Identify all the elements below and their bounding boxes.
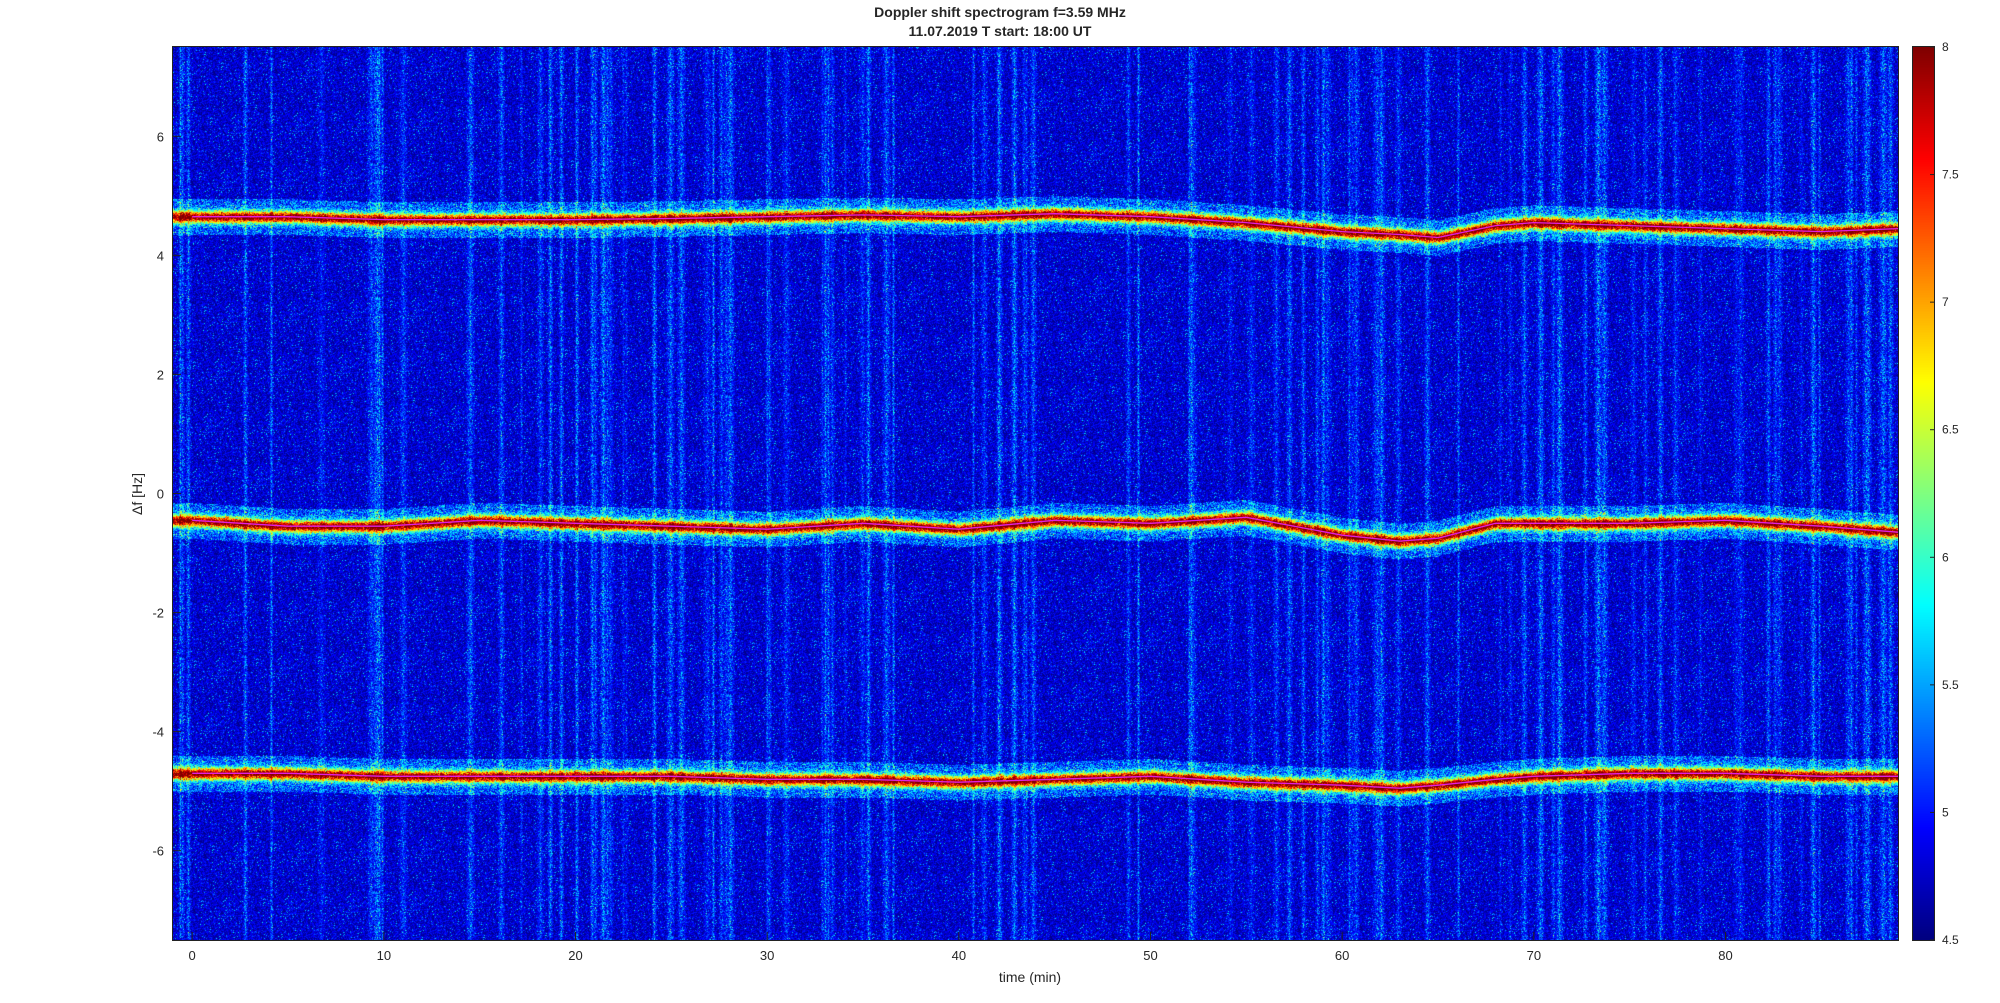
colorbar-tick-label: 6 (1942, 550, 1949, 564)
x-tick-label: 50 (1143, 948, 1157, 963)
trace-line-2 (192, 516, 1898, 542)
colorbar-tick-label: 5 (1942, 805, 1949, 819)
chart-title: Doppler shift spectrogram f=3.59 MHz (874, 4, 1126, 20)
y-tick-label: 4 (157, 248, 164, 263)
y-tick-label: -4 (152, 725, 164, 740)
x-tick-label: 60 (1335, 948, 1349, 963)
x-tick-label: 40 (952, 948, 966, 963)
x-tick-label: 80 (1718, 948, 1732, 963)
y-tick-label: 0 (157, 487, 164, 502)
y-axis-label: Δf [Hz] (129, 473, 145, 515)
spectrogram-heatmap (173, 47, 1898, 940)
trace-line-1 (192, 213, 1898, 239)
x-tick-label: 30 (760, 948, 774, 963)
x-tick-label: 0 (189, 948, 196, 963)
x-tick-label: 10 (377, 948, 391, 963)
trace-lines (192, 213, 1898, 789)
colorbar-tick-label: 7 (1942, 295, 1949, 309)
y-tick-label: -6 (152, 844, 164, 859)
colorbar-tick-label: 4.5 (1942, 933, 1959, 947)
chart-subtitle: 11.07.2019 T start: 18:00 UT (908, 23, 1092, 39)
spectrogram-plot-area[interactable] (172, 46, 1899, 941)
colorbar-tick-label: 6.5 (1942, 423, 1959, 437)
x-axis-label: time (min) (999, 969, 1061, 985)
y-tick-label: 2 (157, 367, 164, 382)
y-tick-label: 6 (157, 129, 164, 144)
x-tick-label: 20 (568, 948, 582, 963)
trace-line-3 (192, 772, 1898, 789)
y-tick-label: -2 (152, 606, 164, 621)
colorbar-tick-label: 7.5 (1942, 168, 1959, 182)
colorbar-tick-label: 8 (1942, 40, 1949, 54)
x-tick-label: 70 (1527, 948, 1541, 963)
colorbar-tick-label: 5.5 (1942, 678, 1959, 692)
colorbar (1912, 46, 1935, 941)
